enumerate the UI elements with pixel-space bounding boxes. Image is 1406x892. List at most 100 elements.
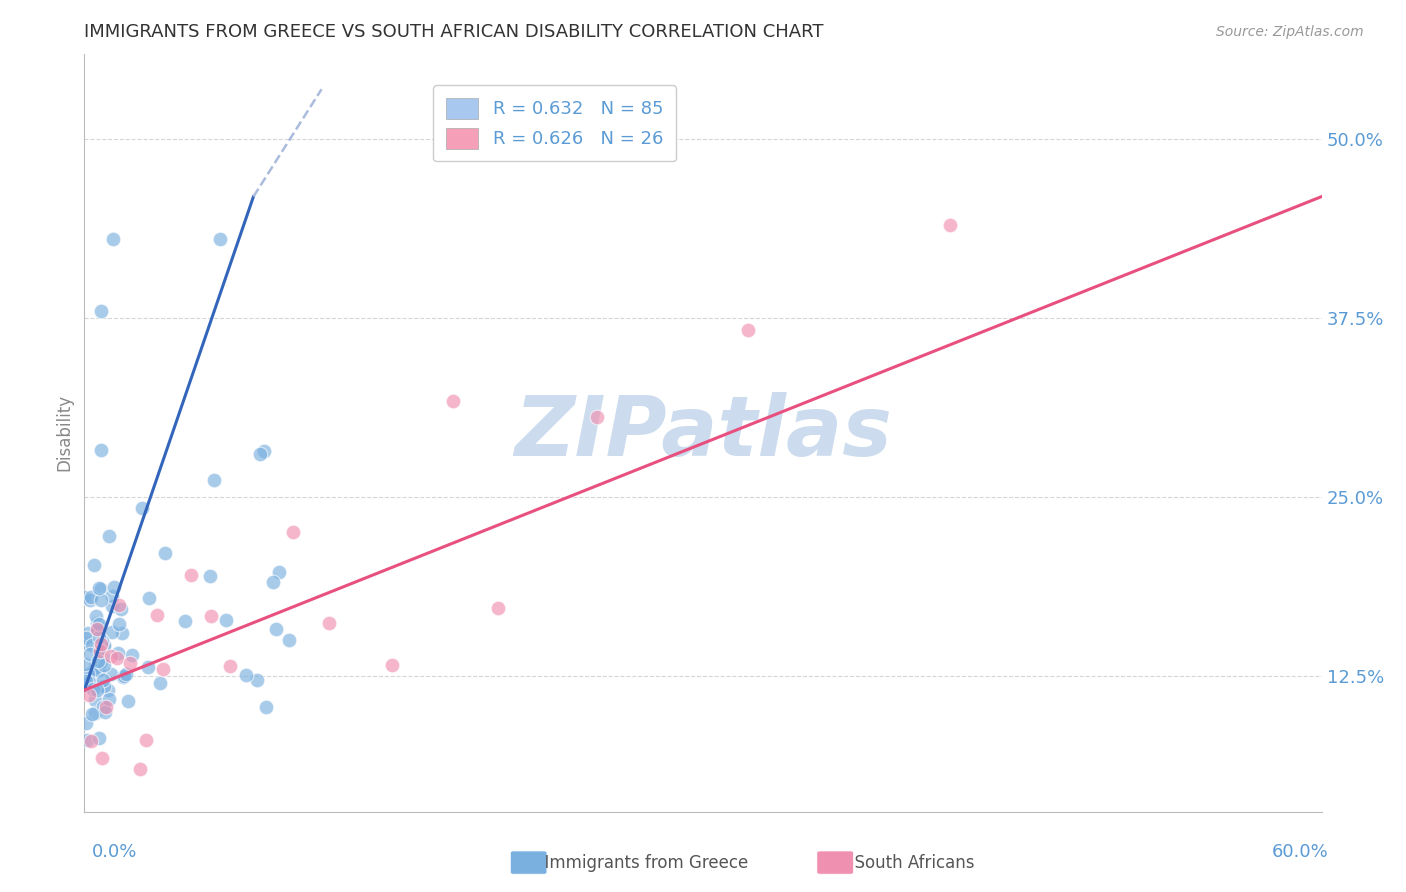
- FancyBboxPatch shape: [817, 851, 853, 874]
- Point: [73, 657, 96, 671]
- Point: [80, 639, 103, 653]
- Point: [111, 670, 134, 684]
- Point: [97, 691, 120, 706]
- Point: [86, 623, 108, 637]
- Point: [77, 689, 100, 703]
- Point: [115, 666, 138, 681]
- Point: [249, 447, 271, 461]
- Point: [443, 394, 465, 409]
- Point: [75, 674, 97, 689]
- Point: [149, 676, 172, 690]
- Point: [83, 663, 105, 677]
- Point: [218, 658, 240, 673]
- Point: [90, 751, 112, 765]
- Point: [79, 592, 101, 607]
- Point: [254, 699, 277, 714]
- Point: [135, 733, 157, 747]
- Point: [83, 706, 105, 720]
- Point: [131, 501, 153, 516]
- Text: Source: ZipAtlas.com: Source: ZipAtlas.com: [1216, 25, 1364, 39]
- Point: [111, 626, 134, 640]
- Point: [200, 569, 222, 583]
- Point: [105, 651, 128, 665]
- Point: [103, 232, 125, 246]
- Point: [209, 232, 232, 246]
- Point: [87, 680, 110, 694]
- Point: [90, 304, 112, 318]
- Point: [118, 656, 141, 670]
- Point: [97, 528, 120, 542]
- Point: [155, 546, 177, 560]
- Point: [83, 692, 105, 706]
- Point: [89, 663, 111, 677]
- Point: [246, 673, 269, 687]
- Point: [107, 646, 129, 660]
- Point: [87, 641, 110, 656]
- Text: South Africans: South Africans: [844, 855, 974, 872]
- Point: [93, 679, 115, 693]
- Y-axis label: Disability: Disability: [55, 394, 73, 471]
- Point: [138, 591, 160, 606]
- Point: [93, 657, 115, 672]
- Text: IMMIGRANTS FROM GREECE VS SOUTH AFRICAN DISABILITY CORRELATION CHART: IMMIGRANTS FROM GREECE VS SOUTH AFRICAN …: [84, 23, 824, 41]
- Point: [152, 661, 174, 675]
- Text: Immigrants from Greece: Immigrants from Greece: [534, 855, 748, 872]
- Point: [100, 667, 122, 681]
- Point: [267, 565, 290, 579]
- Point: [76, 733, 98, 747]
- Point: [101, 589, 124, 603]
- Point: [91, 649, 114, 664]
- Point: [939, 218, 962, 232]
- Point: [93, 640, 115, 655]
- Point: [100, 648, 122, 663]
- Point: [84, 658, 107, 673]
- Point: [90, 655, 112, 669]
- Point: [83, 558, 105, 572]
- Point: [91, 699, 114, 714]
- Point: [101, 625, 124, 640]
- Point: [97, 683, 120, 698]
- Point: [82, 682, 104, 697]
- Point: [264, 622, 287, 636]
- Point: [281, 524, 304, 539]
- Point: [91, 633, 114, 648]
- Point: [173, 614, 195, 628]
- Point: [93, 638, 115, 652]
- Point: [82, 707, 104, 722]
- Point: [90, 593, 112, 607]
- Point: [112, 669, 135, 683]
- Point: [318, 616, 340, 631]
- Point: [107, 598, 129, 612]
- Point: [737, 323, 759, 337]
- Point: [86, 623, 108, 637]
- Point: [121, 648, 143, 662]
- Point: [202, 473, 225, 487]
- Legend: R = 0.632   N = 85, R = 0.626   N = 26: R = 0.632 N = 85, R = 0.626 N = 26: [433, 86, 676, 161]
- Point: [90, 637, 112, 651]
- Point: [86, 682, 108, 697]
- Point: [235, 668, 257, 682]
- Point: [89, 616, 111, 631]
- Point: [77, 637, 100, 651]
- Point: [381, 658, 404, 673]
- Point: [79, 734, 101, 748]
- Point: [79, 647, 101, 661]
- Point: [90, 582, 112, 596]
- Point: [77, 667, 100, 681]
- Point: [75, 716, 97, 731]
- Point: [128, 762, 150, 776]
- Point: [86, 609, 108, 624]
- Point: [77, 674, 100, 689]
- Text: 60.0%: 60.0%: [1272, 843, 1329, 861]
- Point: [76, 671, 98, 685]
- Point: [278, 633, 301, 648]
- Point: [117, 694, 139, 708]
- FancyBboxPatch shape: [510, 851, 547, 874]
- Text: 0.0%: 0.0%: [91, 843, 136, 861]
- Point: [110, 601, 132, 615]
- Point: [103, 580, 125, 594]
- Point: [253, 444, 276, 458]
- Point: [215, 613, 238, 627]
- Point: [89, 731, 111, 745]
- Point: [146, 607, 169, 622]
